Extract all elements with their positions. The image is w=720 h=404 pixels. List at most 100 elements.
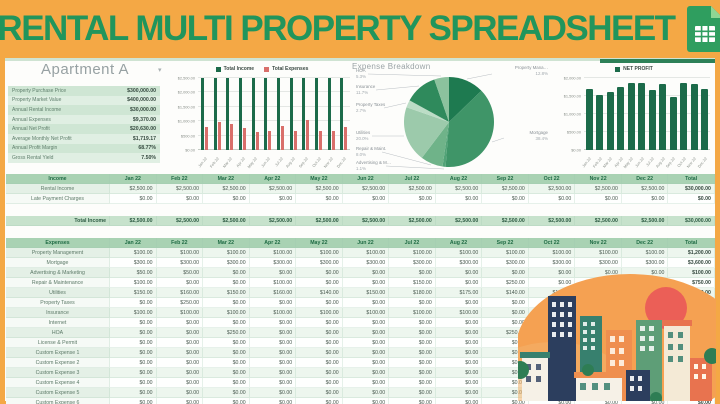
table-cell[interactable]: $0.00 bbox=[482, 298, 529, 308]
table-cell[interactable]: $100.00 bbox=[342, 308, 390, 318]
table-cell[interactable]: $100.00 bbox=[110, 308, 157, 318]
table-cell[interactable]: $0.00 bbox=[342, 398, 390, 404]
table-cell[interactable]: $0.00 bbox=[203, 358, 250, 368]
table-cell[interactable]: $0.00 bbox=[249, 298, 297, 308]
table-cell[interactable]: $0.00 bbox=[435, 268, 483, 278]
table-cell[interactable]: Apr 22 bbox=[249, 174, 297, 184]
table-cell[interactable]: $0.00 bbox=[342, 318, 390, 328]
table-cell[interactable]: $2,500.00 bbox=[110, 216, 157, 226]
table-cell[interactable]: $100.00 bbox=[435, 308, 483, 318]
table-cell[interactable]: $0.00 bbox=[435, 358, 483, 368]
table-cell[interactable]: $0.00 bbox=[482, 398, 529, 404]
table-cell[interactable]: $100.00 bbox=[203, 308, 250, 318]
table-cell[interactable]: $0.00 bbox=[296, 348, 343, 358]
table-cell[interactable]: $0.00 bbox=[296, 358, 343, 368]
table-cell[interactable]: $0.00 bbox=[528, 268, 576, 278]
row-label-cell[interactable]: Property Management bbox=[6, 248, 110, 258]
table-cell[interactable]: $1,200.00 bbox=[668, 248, 715, 258]
table-cell[interactable]: $2,500.00 bbox=[482, 216, 529, 226]
table-cell[interactable]: $0.00 bbox=[156, 398, 204, 404]
table-cell[interactable]: $2,500.00 bbox=[156, 184, 204, 194]
table-cell[interactable]: Jan 22 bbox=[110, 238, 157, 248]
table-cell[interactable]: $0.00 bbox=[342, 388, 390, 398]
table-cell[interactable]: $0.00 bbox=[389, 378, 436, 388]
table-cell[interactable]: $0.00 bbox=[296, 278, 343, 288]
table-cell[interactable]: $2,500.00 bbox=[435, 216, 483, 226]
table-cell[interactable]: Sep 22 bbox=[482, 174, 529, 184]
row-label-cell[interactable]: Total Income bbox=[6, 216, 110, 226]
table-cell[interactable]: $2,500.00 bbox=[575, 184, 622, 194]
table-cell[interactable]: $0.00 bbox=[342, 338, 390, 348]
table-cell[interactable]: $0.00 bbox=[110, 298, 157, 308]
table-cell[interactable]: $0.00 bbox=[296, 268, 343, 278]
stat-row[interactable]: Annual Profit Margin 68.77% bbox=[8, 143, 160, 154]
row-label-cell[interactable]: Custom Expense 6 bbox=[6, 398, 110, 404]
table-cell[interactable]: $300.00 bbox=[389, 258, 436, 268]
table-cell[interactable]: Jun 22 bbox=[342, 174, 390, 184]
table-cell[interactable]: $300.00 bbox=[249, 258, 297, 268]
table-cell[interactable]: $0.00 bbox=[203, 388, 250, 398]
table-cell[interactable]: Jul 22 bbox=[389, 174, 436, 184]
table-cell[interactable]: $2,500.00 bbox=[156, 216, 204, 226]
table-cell[interactable]: $150.00 bbox=[110, 288, 157, 298]
table-cell[interactable]: $0.00 bbox=[435, 378, 483, 388]
table-cell[interactable]: $0.00 bbox=[296, 328, 343, 338]
table-cell[interactable]: $0.00 bbox=[156, 194, 204, 204]
table-cell[interactable]: $0.00 bbox=[110, 378, 157, 388]
row-label-cell[interactable]: Utilities bbox=[6, 288, 110, 298]
table-cell[interactable]: $2,500.00 bbox=[110, 184, 157, 194]
table-cell[interactable]: $0.00 bbox=[528, 194, 576, 204]
table-cell[interactable]: $0.00 bbox=[389, 368, 436, 378]
table-cell[interactable]: $0.00 bbox=[342, 268, 390, 278]
table-cell[interactable]: $0.00 bbox=[203, 348, 250, 358]
table-cell[interactable]: Total bbox=[668, 174, 715, 184]
table-cell[interactable]: $0.00 bbox=[249, 358, 297, 368]
table-cell[interactable]: $0.00 bbox=[249, 194, 297, 204]
table-cell[interactable]: $0.00 bbox=[342, 378, 390, 388]
table-cell[interactable]: $0.00 bbox=[668, 398, 715, 404]
table-cell[interactable]: $0.00 bbox=[435, 398, 483, 404]
table-cell[interactable]: $50.00 bbox=[110, 268, 157, 278]
table-cell[interactable]: Apr 22 bbox=[249, 238, 297, 248]
table-cell[interactable]: $0.00 bbox=[342, 368, 390, 378]
table-cell[interactable]: $150.00 bbox=[342, 288, 390, 298]
table-cell[interactable]: $0.00 bbox=[389, 298, 436, 308]
table-cell[interactable]: $2,500.00 bbox=[203, 216, 250, 226]
table-cell[interactable]: May 22 bbox=[296, 238, 343, 248]
table-cell[interactable]: $0.00 bbox=[156, 388, 204, 398]
table-cell[interactable]: $0.00 bbox=[575, 398, 622, 404]
table-cell[interactable]: $0.00 bbox=[249, 368, 297, 378]
row-label-cell[interactable]: Repair & Maintenance bbox=[6, 278, 110, 288]
table-cell[interactable]: $0.00 bbox=[621, 194, 669, 204]
row-label-cell[interactable]: Mortgage bbox=[6, 258, 110, 268]
table-cell[interactable]: $175.00 bbox=[435, 288, 483, 298]
table-cell[interactable]: $0.00 bbox=[435, 338, 483, 348]
row-label-cell[interactable]: Late Payment Charges bbox=[6, 194, 110, 204]
table-cell[interactable]: $0.00 bbox=[342, 298, 390, 308]
table-cell[interactable]: $0.00 bbox=[435, 328, 483, 338]
table-cell[interactable]: $0.00 bbox=[296, 368, 343, 378]
table-cell[interactable]: $2,500.00 bbox=[249, 184, 297, 194]
table-cell[interactable]: $140.00 bbox=[482, 288, 529, 298]
table-cell[interactable]: $2,500.00 bbox=[528, 216, 576, 226]
table-cell[interactable]: $2,500.00 bbox=[435, 184, 483, 194]
row-label-cell[interactable]: Custom Expense 4 bbox=[6, 378, 110, 388]
table-cell[interactable]: $30,000.00 bbox=[668, 216, 715, 226]
table-cell[interactable]: $0.00 bbox=[249, 338, 297, 348]
table-cell[interactable]: $0.00 bbox=[156, 358, 204, 368]
table-cell[interactable]: $160.00 bbox=[249, 288, 297, 298]
table-cell[interactable]: $100.00 bbox=[249, 278, 297, 288]
table-cell[interactable]: $0.00 bbox=[203, 368, 250, 378]
table-cell[interactable]: $0.00 bbox=[435, 278, 483, 288]
stat-row[interactable]: Property Market Value $400,000.00 bbox=[8, 95, 160, 106]
table-cell[interactable]: $0.00 bbox=[296, 388, 343, 398]
table-cell[interactable]: $140.00 bbox=[296, 288, 343, 298]
table-cell[interactable]: $0.00 bbox=[389, 338, 436, 348]
table-cell[interactable]: $0.00 bbox=[389, 398, 436, 404]
stat-row[interactable]: Annual Rental Income $30,000.00 bbox=[8, 105, 160, 115]
table-cell[interactable]: $0.00 bbox=[342, 328, 390, 338]
table-cell[interactable]: $0.00 bbox=[296, 398, 343, 404]
table-cell[interactable]: $250.00 bbox=[482, 278, 529, 288]
table-cell[interactable]: $2,500.00 bbox=[575, 216, 622, 226]
table-cell[interactable]: $100.00 bbox=[110, 278, 157, 288]
